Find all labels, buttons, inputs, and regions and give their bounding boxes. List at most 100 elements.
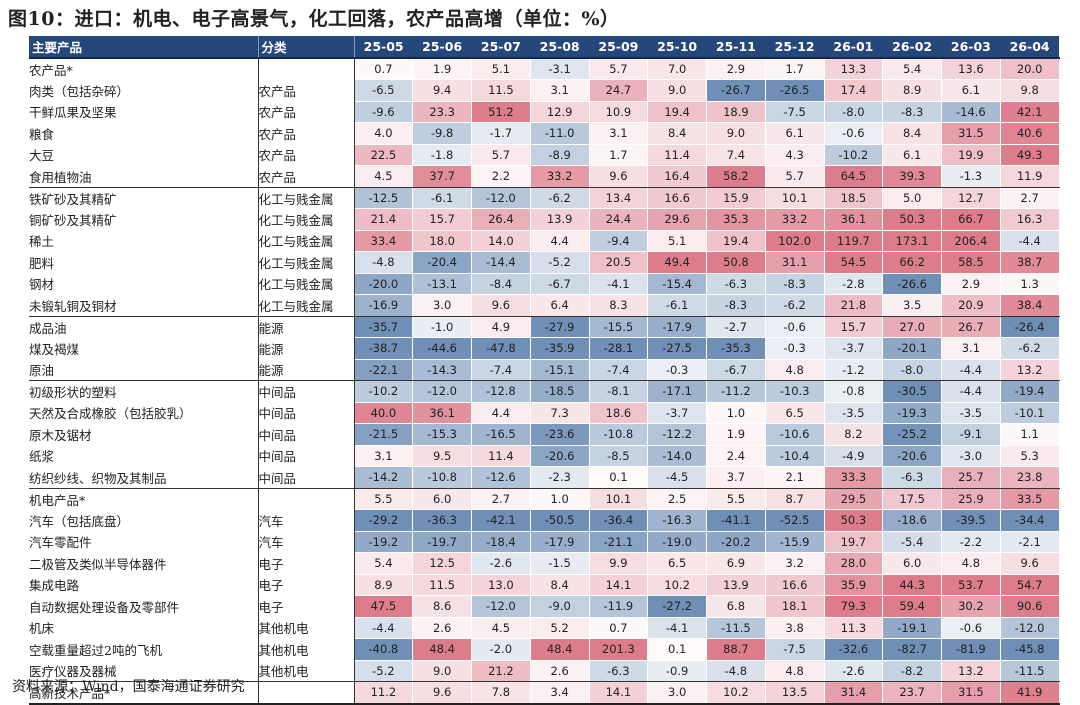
value-cell: 4.8	[764, 659, 825, 682]
value-cell: 2.7	[999, 186, 1060, 209]
product-name: 纸浆	[29, 449, 55, 465]
value-cell: 2.9	[941, 272, 1001, 295]
value-cell: -8.5	[588, 444, 649, 467]
value-cell: 50.8	[706, 251, 766, 274]
value-cell: 21.4	[353, 208, 414, 231]
value-cell: 58.2	[706, 165, 766, 188]
value-cell: 1.3	[999, 272, 1060, 295]
product-name: 肥料	[29, 255, 55, 271]
value-cell: -26.6	[882, 272, 942, 295]
value-cell: 1.9	[706, 423, 766, 446]
product-name: 集成电路	[29, 578, 80, 594]
value-cell: 9.0	[706, 122, 766, 145]
product-name: 自动数据处理设备及零部件	[29, 599, 180, 615]
value-cell: 37.7	[412, 165, 472, 188]
value-cell: 2.2	[471, 165, 531, 188]
value-cell: 1.1	[999, 423, 1060, 446]
value-cell: 16.4	[647, 165, 707, 188]
value-cell: 13.2	[999, 358, 1060, 381]
value-cell: 6.4	[529, 294, 590, 317]
value-cell: 24.7	[588, 79, 649, 102]
value-cell: 36.1	[823, 208, 884, 231]
value-cell: -4.1	[588, 272, 649, 295]
value-cell: -6.5	[353, 79, 414, 102]
product-category: 能源	[257, 337, 355, 359]
value-cell: 13.6	[941, 57, 1001, 80]
table-row: 肉类（包括杂碎） 农产品 -6.5 9.4 11.5 3.1 24.7 9.0 -26.7 -26…	[29, 79, 1060, 102]
value-cell: -29.2	[353, 509, 414, 532]
value-cell: 3.1	[529, 79, 590, 102]
value-cell: -3.7	[647, 401, 707, 424]
value-cell: 201.3	[588, 638, 649, 661]
value-cell: -9.0	[529, 595, 590, 618]
value-cell: -3.5	[823, 401, 884, 424]
value-cell: 13.4	[588, 186, 649, 209]
value-cell: -12.8	[471, 380, 531, 403]
value-cell: 7.4	[706, 143, 766, 166]
product-name: 成品油	[29, 320, 67, 336]
value-cell: -7.4	[471, 358, 531, 381]
value-cell: 16.3	[999, 208, 1060, 231]
value-cell: 64.5	[823, 165, 884, 188]
product-name: 原油	[29, 359, 258, 381]
value-cell: 6.5	[764, 401, 825, 424]
table-row: 天然及合成橡胶（包括胶乳） 中间品 40.0 36.1 4.4 7.3 18.6 -3.7 1.…	[29, 401, 1060, 424]
value-cell: 11.3	[823, 616, 884, 639]
value-cell: 11.4	[647, 143, 707, 166]
value-cell: -9.4	[588, 229, 649, 252]
value-cell: -20.2	[706, 530, 766, 553]
value-cell: -5.2	[353, 659, 414, 682]
value-cell: 2.6	[529, 659, 590, 682]
value-cell: -8.3	[706, 294, 766, 317]
value-cell: 8.4	[647, 122, 707, 145]
value-cell: -34.4	[999, 509, 1060, 532]
product-name: 天然及合成橡胶（包括胶乳）	[29, 406, 192, 422]
value-cell: -18.5	[529, 380, 590, 403]
value-cell: 3.7	[706, 466, 766, 489]
product-category: 化工与贱金属	[257, 208, 355, 230]
value-cell: -18.6	[882, 509, 942, 532]
value-cell: 23.3	[412, 100, 472, 123]
value-cell: -17.9	[529, 530, 590, 553]
value-cell: 13.5	[764, 681, 825, 705]
value-cell: -81.9	[941, 638, 1001, 661]
value-cell: 51.2	[471, 100, 531, 123]
value-cell: 9.8	[999, 79, 1060, 102]
value-cell: 14.0	[471, 229, 531, 252]
product-name: 食用植物油	[29, 165, 258, 188]
value-cell: 15.7	[412, 208, 472, 231]
import-growth-table: 主要产品 分类 25-05 25-06 25-07 25-08 25-09 25-10 25…	[29, 36, 1060, 705]
value-cell: 33.2	[529, 165, 590, 188]
value-cell: -14.0	[647, 444, 707, 467]
value-cell: -5.4	[882, 530, 942, 553]
value-cell: 9.6	[588, 165, 649, 188]
value-cell: -40.8	[353, 638, 414, 661]
value-cell: 2.4	[706, 444, 766, 467]
value-cell: -22.1	[353, 358, 414, 381]
value-cell: -10.3	[764, 380, 825, 403]
value-cell: -6.1	[412, 186, 472, 209]
product-category: 能源	[257, 316, 355, 338]
value-cell: 12.9	[529, 100, 590, 123]
value-cell: 29.6	[647, 208, 707, 231]
value-cell: 19.9	[941, 143, 1001, 166]
value-cell: -12.0	[412, 380, 472, 403]
value-cell: 0.1	[588, 466, 649, 489]
value-cell: 10.2	[647, 573, 707, 596]
value-cell: -7.4	[588, 358, 649, 381]
value-cell: -14.4	[471, 251, 531, 274]
value-cell: 49.4	[647, 251, 707, 274]
value-cell: -1.8	[412, 143, 472, 166]
value-cell: -9.8	[412, 122, 472, 145]
value-cell: 3.0	[412, 294, 472, 317]
value-cell: 8.9	[882, 79, 942, 102]
table-row: 成品油 能源 -35.7 -1.0 4.9 -27.9 -15.5 -17.9 -2.7 -0.6…	[29, 315, 1060, 338]
table-row: 煤及褐煤 能源 -38.7 -44.6 -47.8 -35.9 -28.1 -27.5 -35.…	[29, 337, 1060, 360]
table-row: 原油 能源 -22.1 -14.3 -7.4 -15.1 -7.4 -0.3 -6.7 4.8 -1…	[29, 358, 1060, 381]
product-category: 农产品	[257, 79, 355, 101]
value-cell: 6.5	[647, 552, 707, 575]
value-cell: 6.9	[706, 552, 766, 575]
value-cell: 48.4	[529, 638, 590, 661]
value-cell: 4.5	[471, 616, 531, 639]
value-cell: 11.2	[353, 681, 414, 705]
